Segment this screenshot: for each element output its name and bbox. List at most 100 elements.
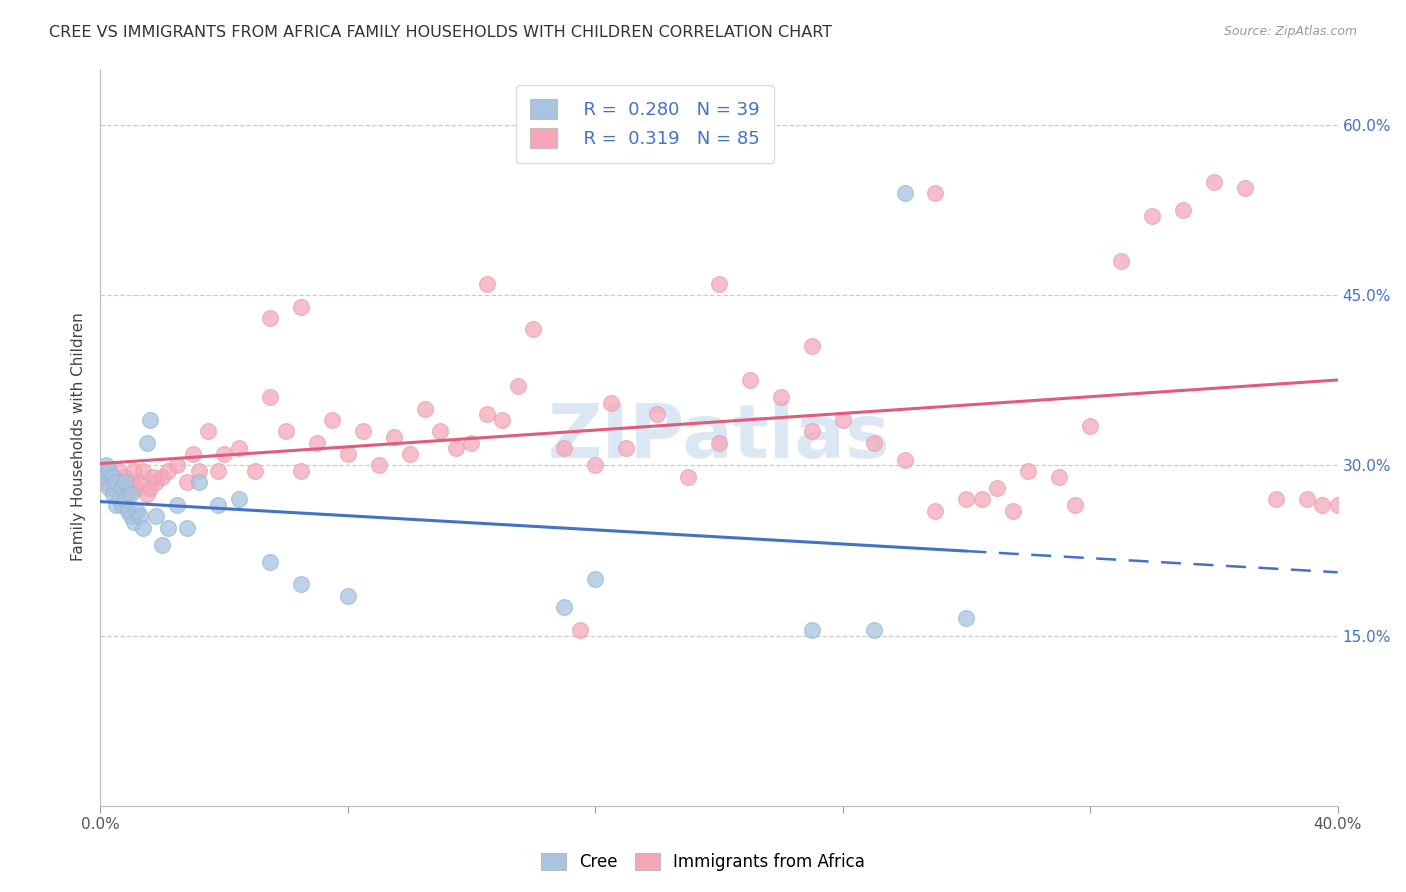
- Point: [336, 447, 359, 461]
- Point: [707, 435, 730, 450]
- Point: [129, 475, 152, 490]
- Text: CREE VS IMMIGRANTS FROM AFRICA FAMILY HOUSEHOLDS WITH CHILDREN CORRELATION CHART: CREE VS IMMIGRANTS FROM AFRICA FAMILY HO…: [49, 25, 832, 40]
- Point: [955, 611, 977, 625]
- Point: [491, 413, 513, 427]
- Point: [98, 464, 121, 478]
- Point: [120, 509, 142, 524]
- Point: [1326, 498, 1348, 512]
- Point: [1233, 180, 1256, 194]
- Point: [96, 464, 118, 478]
- Point: [1202, 175, 1225, 189]
- Point: [522, 322, 544, 336]
- Point: [986, 481, 1008, 495]
- Point: [243, 464, 266, 478]
- Text: ZIPatlas: ZIPatlas: [547, 401, 890, 474]
- Point: [117, 504, 139, 518]
- Point: [98, 481, 121, 495]
- Point: [166, 458, 188, 473]
- Point: [104, 498, 127, 512]
- Point: [207, 498, 229, 512]
- Point: [413, 401, 436, 416]
- Point: [475, 408, 498, 422]
- Point: [228, 442, 250, 456]
- Point: [120, 475, 142, 490]
- Point: [259, 390, 281, 404]
- Point: [970, 492, 993, 507]
- Point: [568, 623, 591, 637]
- Point: [1264, 492, 1286, 507]
- Point: [91, 469, 114, 483]
- Point: [290, 577, 312, 591]
- Point: [111, 481, 134, 495]
- Point: [104, 475, 127, 490]
- Point: [135, 435, 157, 450]
- Point: [1295, 492, 1317, 507]
- Point: [91, 475, 114, 490]
- Point: [800, 623, 823, 637]
- Point: [645, 408, 668, 422]
- Point: [98, 469, 121, 483]
- Point: [1078, 418, 1101, 433]
- Point: [188, 464, 211, 478]
- Point: [1017, 464, 1039, 478]
- Point: [553, 600, 575, 615]
- Point: [150, 538, 173, 552]
- Point: [157, 464, 180, 478]
- Point: [157, 521, 180, 535]
- Point: [114, 475, 136, 490]
- Point: [259, 555, 281, 569]
- Point: [769, 390, 792, 404]
- Point: [120, 487, 142, 501]
- Point: [583, 572, 606, 586]
- Point: [127, 481, 149, 495]
- Point: [429, 425, 451, 439]
- Point: [129, 509, 152, 524]
- Point: [228, 492, 250, 507]
- Point: [336, 589, 359, 603]
- Point: [114, 492, 136, 507]
- Point: [135, 487, 157, 501]
- Point: [96, 458, 118, 473]
- Point: [166, 498, 188, 512]
- Point: [1047, 469, 1070, 483]
- Point: [150, 469, 173, 483]
- Point: [107, 492, 129, 507]
- Point: [132, 521, 155, 535]
- Point: [101, 469, 124, 483]
- Point: [599, 396, 621, 410]
- Point: [800, 339, 823, 353]
- Point: [138, 481, 160, 495]
- Point: [176, 521, 198, 535]
- Point: [460, 435, 482, 450]
- Point: [444, 442, 467, 456]
- Point: [107, 464, 129, 478]
- Point: [707, 277, 730, 291]
- Point: [259, 310, 281, 325]
- Point: [676, 469, 699, 483]
- Point: [114, 469, 136, 483]
- Point: [104, 475, 127, 490]
- Point: [800, 425, 823, 439]
- Y-axis label: Family Households with Children: Family Households with Children: [72, 313, 86, 561]
- Point: [181, 447, 204, 461]
- Point: [145, 509, 167, 524]
- Text: Source: ZipAtlas.com: Source: ZipAtlas.com: [1223, 25, 1357, 38]
- Point: [122, 515, 145, 529]
- Point: [862, 623, 884, 637]
- Point: [101, 487, 124, 501]
- Point: [290, 300, 312, 314]
- Point: [352, 425, 374, 439]
- Point: [145, 475, 167, 490]
- Point: [117, 487, 139, 501]
- Point: [197, 425, 219, 439]
- Point: [614, 442, 637, 456]
- Point: [382, 430, 405, 444]
- Point: [475, 277, 498, 291]
- Point: [506, 379, 529, 393]
- Point: [142, 469, 165, 483]
- Point: [122, 464, 145, 478]
- Point: [188, 475, 211, 490]
- Legend: Cree, Immigrants from Africa: Cree, Immigrants from Africa: [533, 845, 873, 880]
- Point: [862, 435, 884, 450]
- Point: [893, 452, 915, 467]
